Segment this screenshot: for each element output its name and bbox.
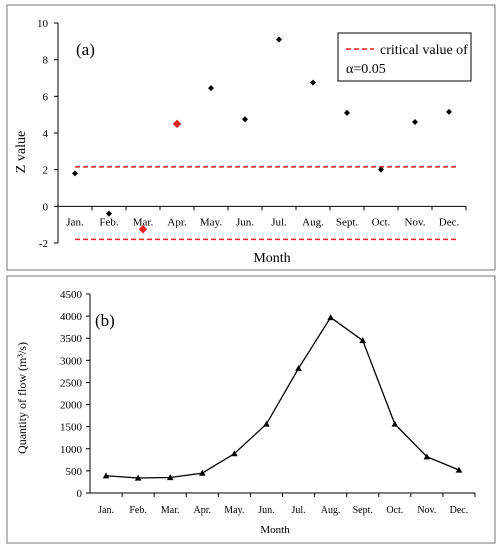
b-y-tick-label: 4000 (60, 311, 83, 323)
a-data-point (276, 36, 282, 43)
a-x-tick-label: Sept. (336, 216, 359, 228)
panel-b-frame (6, 275, 496, 544)
panel-b-x-axis-title: Month (260, 524, 290, 536)
a-data-point (208, 85, 214, 92)
a-data-point (446, 108, 452, 115)
a-data-point (310, 79, 316, 86)
a-x-tick-label: Oct. (372, 216, 391, 228)
a-x-tick-label: Jan. (66, 216, 84, 228)
panel-a-x-axis-title: Month (253, 251, 290, 266)
b-x-tick-label: Feb. (129, 505, 147, 516)
b-data-point (423, 453, 431, 460)
b-x-tick-label: Oct. (386, 505, 403, 516)
b-flow-line (105, 316, 460, 479)
a-data-point (242, 116, 248, 123)
b-x-tick-label: Jul. (291, 505, 305, 516)
panel-a-y-axis-title: Z value (14, 131, 29, 173)
b-y-tick-label: 2000 (60, 400, 83, 412)
a-y-tick-label: 10 (37, 18, 49, 30)
b-data-point (102, 472, 110, 479)
a-y-tick-label: 6 (43, 91, 49, 103)
b-y-tick-label: 3000 (60, 355, 83, 367)
a-data-point (378, 166, 384, 173)
a-x-tick-label: Aug. (302, 216, 324, 228)
b-data-point (327, 314, 334, 321)
b-x-tick-label: Sept. (353, 505, 373, 516)
panel-b-y-axis-title: Quantity of flow (m³/s) (15, 342, 29, 454)
a-y-tick-label: 2 (43, 165, 49, 177)
legend-critical-label-line1: critical value of (380, 43, 468, 58)
b-y-tick-label: 0 (77, 488, 83, 500)
a-x-tick-label: Feb. (99, 216, 119, 228)
a-data-point (412, 119, 418, 125)
a-data-point (72, 170, 78, 177)
b-y-tick-label: 2500 (60, 377, 83, 389)
b-x-tick-label: Mar. (161, 505, 180, 516)
b-data-point (198, 469, 206, 476)
b-data-point (166, 474, 174, 481)
a-data-point (138, 225, 148, 234)
panel-a-label: (a) (76, 40, 95, 59)
legend-critical-label-line2: α=0.05 (346, 62, 386, 77)
b-data-point (359, 337, 367, 344)
b-data-point (263, 420, 270, 427)
panel-b-marks (102, 314, 463, 481)
b-data-point (455, 466, 463, 473)
a-y-tick-label: -2 (39, 238, 48, 250)
a-x-tick-label: Nov. (405, 216, 426, 228)
b-data-point (231, 450, 238, 457)
a-x-tick-label: Dec. (439, 216, 460, 228)
b-data-point (391, 420, 399, 427)
panel-a-marks (72, 36, 456, 241)
b-x-tick-label: Jan. (98, 505, 114, 516)
b-x-tick-label: Apr. (194, 505, 212, 516)
b-y-tick-label: 3500 (60, 333, 83, 345)
a-data-point (106, 210, 112, 217)
b-y-tick-label: 500 (66, 466, 83, 478)
a-data-point (172, 119, 182, 129)
panel-b-axes: 0 500 1000 1500 2000 2500 3000 3500 4000 4500 Jan.… (60, 289, 476, 516)
b-x-tick-label: Jun. (258, 505, 274, 516)
a-x-tick-label: Jun. (236, 216, 254, 228)
b-x-tick-label: Aug. (321, 505, 341, 516)
panel-a-chart: -2 0 2 4 6 8 10 Jan. Feb. Mar. Apr. May. Jun. Jul. Aug… (6, 4, 496, 271)
panel-a-axes: -2 0 2 4 6 8 10 Jan. Feb. Mar. Apr. May. Jun. Jul. Aug… (37, 18, 467, 250)
b-y-tick-label: 4500 (60, 289, 83, 301)
b-y-tick-label: 1500 (60, 422, 83, 434)
b-x-tick-label: Nov. (417, 505, 436, 516)
a-data-point (344, 109, 350, 116)
a-x-tick-label: Apr. (167, 216, 187, 228)
a-x-tick-label: Jul. (271, 216, 287, 228)
b-x-tick-label: Dec. (450, 505, 469, 516)
panel-b-chart: 0 500 1000 1500 2000 2500 3000 3500 4000 4500 Jan.… (6, 275, 496, 544)
a-x-tick-label: Mar. (133, 216, 154, 228)
panel-b-label: (b) (95, 311, 115, 330)
b-data-point (134, 474, 142, 481)
a-y-tick-label: 0 (43, 201, 49, 213)
b-data-point (295, 364, 302, 371)
b-x-tick-label: May. (224, 505, 244, 516)
a-x-tick-label: May. (200, 216, 222, 228)
panel-a-legend: critical value of α=0.05 (337, 32, 472, 82)
a-y-tick-label: 4 (43, 128, 49, 140)
a-y-tick-label: 8 (43, 55, 49, 67)
legend-box (337, 32, 472, 82)
b-y-tick-label: 1000 (60, 444, 83, 456)
